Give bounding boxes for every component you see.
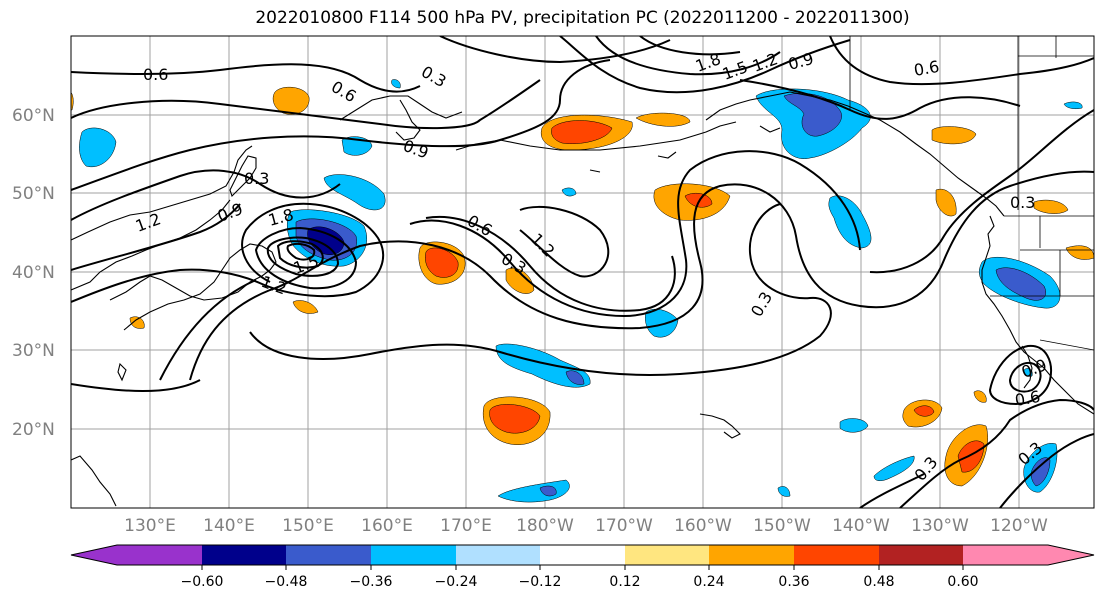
colorbar-segment [456,545,540,565]
lat-label: 60°N [12,106,55,126]
colorbar-outline [70,544,1095,566]
colorbar-segment [625,545,709,565]
colorbar-tick-label: 0.60 [947,574,978,590]
lon-label: 120°W [990,516,1048,536]
colorbar-tick-label: −0.12 [519,574,562,590]
lon-label: 130°W [911,516,969,536]
contour-label: 0.6 [143,65,168,84]
colorbar-segment [879,545,963,565]
pv-contours [71,36,1094,508]
colorbar-ticks [201,565,964,570]
contour-label: 0.3 [244,169,269,188]
colorbar-extend-high [1048,545,1094,565]
colorbar-tick-label: −0.24 [435,574,478,590]
colorbar-extend-low [71,545,117,565]
colorbar-segment [540,545,625,565]
colorbar-segment [117,545,202,565]
contour-label: 0.3 [1010,193,1035,212]
lon-label: 150°W [753,516,811,536]
political-borders [849,36,1094,351]
lon-label: 180°W [516,516,574,536]
colorbar: −0.60 −0.48 −0.36 −0.24 −0.12 0.12 0.24 … [70,544,1095,590]
lon-label: 170°W [595,516,653,536]
colorbar-segment [963,545,1048,565]
colorbar-segment [202,545,286,565]
lon-label: 140°E [203,516,255,536]
colorbar-tick-label: 0.36 [778,574,809,590]
colorbar-segment [794,545,879,565]
contour-label: 0.6 [1013,387,1041,410]
lon-label: 140°W [832,516,890,536]
colorbar-segment [371,545,456,565]
contour-label: 0.6 [912,57,940,80]
latitude-labels: 60°N 50°N 40°N 30°N 20°N [12,106,55,440]
map-title: 2022010800 F114 500 hPa PV, precipitatio… [255,8,910,28]
colorbar-tick-label: 0.12 [609,574,640,590]
colorbar-segment [709,545,794,565]
lat-label: 30°N [12,341,55,361]
colorbar-segment [286,545,371,565]
lon-label: 170°E [440,516,492,536]
colorbar-tick-label: −0.36 [350,574,393,590]
colorbar-tick-label: 0.24 [693,574,724,590]
colorbar-tick-label: 0.48 [863,574,894,590]
colorbar-tick-label: −0.60 [181,574,224,590]
lon-label: 150°E [282,516,334,536]
precipitation-shading [71,79,1094,503]
lon-label: 160°E [361,516,413,536]
lon-label: 160°W [674,516,732,536]
lat-label: 50°N [12,184,55,204]
lat-label: 20°N [12,420,55,440]
map-frame [70,35,1095,509]
lon-label: 130°E [124,516,176,536]
lat-label: 40°N [12,263,55,283]
colorbar-tick-label: −0.48 [265,574,308,590]
longitude-labels: 130°E 140°E 150°E 160°E 170°E 180°W 170°… [124,516,1048,536]
